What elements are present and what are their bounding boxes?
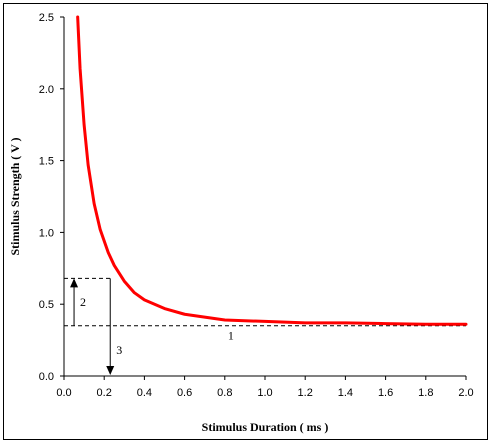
annotations: 1 2 3 — [80, 295, 234, 357]
strength-duration-curve — [76, 15, 468, 326]
x-tick-label: 0.2 — [97, 387, 112, 399]
x-tick-label: 0.6 — [177, 387, 192, 399]
y-ticks: 0.0 0.5 1.0 1.5 2.0 2.5 — [39, 12, 64, 383]
reference-lines — [64, 277, 466, 375]
arrow-2-head — [70, 278, 79, 288]
x-tick-label: 1.2 — [298, 387, 313, 399]
x-tick-label: 0.8 — [217, 387, 232, 399]
x-tick-label: 2.0 — [458, 387, 473, 399]
y-tick-label: 1.5 — [39, 156, 54, 168]
y-tick-label: 2.5 — [39, 12, 54, 24]
x-tick-label: 1.8 — [418, 387, 433, 399]
chart-frame — [3, 3, 488, 440]
series-layer — [76, 15, 468, 326]
x-tick-label: 0.0 — [56, 387, 71, 399]
annotation-3: 3 — [116, 343, 122, 357]
x-tick-label: 1.0 — [257, 387, 272, 399]
y-tick-label: 0.5 — [39, 299, 54, 311]
x-tick-label: 1.4 — [338, 387, 353, 399]
y-tick-label: 0.0 — [39, 371, 54, 383]
x-ticks: 0.0 0.2 0.4 0.6 0.8 1.0 1.2 1.4 1.6 1.8 2.0 — [56, 376, 474, 399]
annotation-2: 2 — [80, 295, 86, 309]
y-tick-label: 1.0 — [39, 227, 54, 239]
chronaxie-arrow-head — [106, 366, 115, 375]
y-axis-title: Stimulus Strength ( V ) — [8, 137, 22, 255]
x-tick-label: 1.6 — [378, 387, 393, 399]
x-axis-title: Stimulus Duration ( ms ) — [202, 420, 329, 434]
x-tick-label: 0.4 — [137, 387, 152, 399]
annotation-1: 1 — [228, 329, 234, 343]
y-tick-label: 2.0 — [39, 84, 54, 96]
